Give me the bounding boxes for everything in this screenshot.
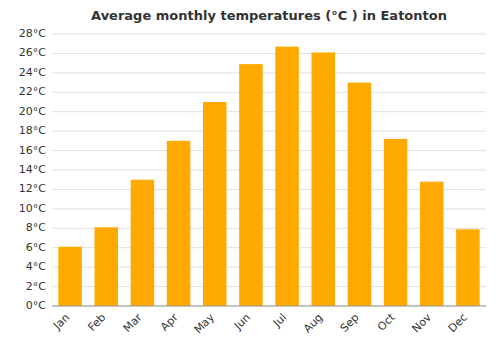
grid-line <box>52 92 486 93</box>
bar <box>131 180 155 306</box>
chart-container: Average monthly temperatures (°C ) in Ea… <box>0 0 500 350</box>
grid-line <box>52 34 486 35</box>
grid-line <box>52 53 486 54</box>
x-tick-label: Oct <box>375 310 398 333</box>
x-tick-label: Aug <box>301 311 325 335</box>
bars <box>58 47 479 306</box>
x-tick-label: Jun <box>231 311 253 333</box>
y-tick-label: 24°C <box>19 66 46 79</box>
grid-line <box>52 111 486 112</box>
y-tick-label: 26°C <box>19 46 46 59</box>
bar <box>58 247 82 306</box>
x-tick-label: Feb <box>85 311 108 334</box>
bar <box>456 229 480 306</box>
y-tick-label: 20°C <box>19 105 46 118</box>
x-tick-label: Dec <box>446 311 470 335</box>
x-axis-line <box>52 306 486 307</box>
y-tick-label: 10°C <box>19 202 46 215</box>
bar <box>275 47 299 306</box>
grid-line <box>52 150 486 151</box>
y-tick-label: 18°C <box>19 124 46 137</box>
x-tick-label: May <box>192 311 218 337</box>
y-tick-label: 14°C <box>19 163 46 176</box>
bar <box>239 64 263 306</box>
grid-line <box>52 131 486 132</box>
x-tick-label: Jul <box>270 311 289 330</box>
y-tick-label: 16°C <box>19 144 46 157</box>
x-tick-label: Jan <box>50 311 72 333</box>
y-tick-label: 22°C <box>19 85 46 98</box>
y-tick-label: 4°C <box>26 260 46 273</box>
y-tick-label: 2°C <box>26 280 46 293</box>
bar <box>311 52 335 306</box>
grid <box>52 34 486 306</box>
bar <box>94 227 118 306</box>
grid-line <box>52 72 486 73</box>
x-axis: Jan Feb Mar Apr May Jun Jul Aug Sep Oct Nov Dec <box>50 310 470 336</box>
bar <box>167 141 191 306</box>
y-tick-label: 0°C <box>26 299 46 312</box>
bar <box>384 139 408 306</box>
x-tick-label: Apr <box>158 311 181 334</box>
title: Average monthly temperatures (°C ) in Ea… <box>91 8 447 23</box>
y-tick-label: 6°C <box>26 241 46 254</box>
grid-line <box>52 170 486 171</box>
chart: Average monthly temperatures (°C ) in Ea… <box>0 0 500 350</box>
y-tick-label: 12°C <box>19 182 46 195</box>
x-tick-label: Nov <box>409 311 434 336</box>
bar <box>203 102 227 306</box>
bar <box>348 83 372 306</box>
x-tick-label: Sep <box>338 311 362 335</box>
bar <box>420 182 444 306</box>
y-tick-label: 8°C <box>26 221 46 234</box>
grid-line <box>52 306 486 307</box>
y-axis: 0°C 2°C 4°C 6°C 8°C 10°C 12°C 14°C 16°C 18°C 20°C 2… <box>19 27 46 312</box>
y-tick-label: 28°C <box>19 27 46 40</box>
x-tick-label: Mar <box>121 311 145 335</box>
